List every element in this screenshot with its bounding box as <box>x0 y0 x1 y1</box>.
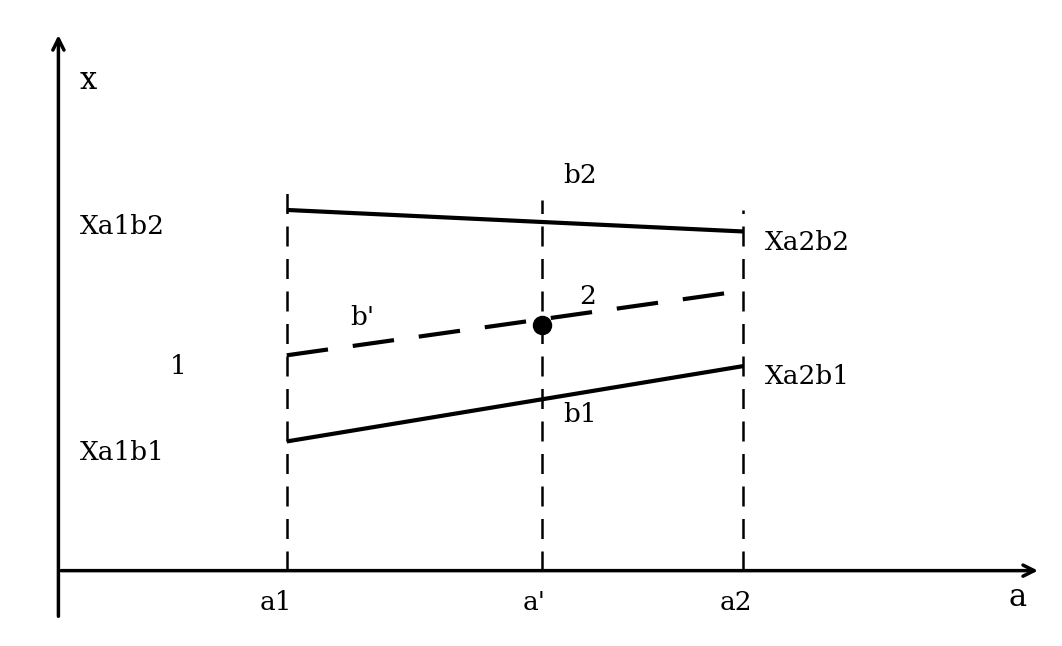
Text: a: a <box>1009 582 1027 613</box>
Text: 2: 2 <box>579 284 596 309</box>
Text: a': a' <box>523 590 546 616</box>
Text: 1: 1 <box>170 353 187 379</box>
Text: b1: b1 <box>563 402 597 427</box>
Text: b': b' <box>350 305 375 330</box>
Text: x: x <box>80 65 97 96</box>
Text: Xa1b1: Xa1b1 <box>80 440 165 464</box>
Text: a2: a2 <box>720 590 752 616</box>
Text: Xa1b2: Xa1b2 <box>80 214 165 238</box>
Text: Xa2b2: Xa2b2 <box>765 230 850 255</box>
Text: Xa2b1: Xa2b1 <box>765 364 850 390</box>
Text: a1: a1 <box>260 590 292 616</box>
Text: b2: b2 <box>563 163 597 188</box>
